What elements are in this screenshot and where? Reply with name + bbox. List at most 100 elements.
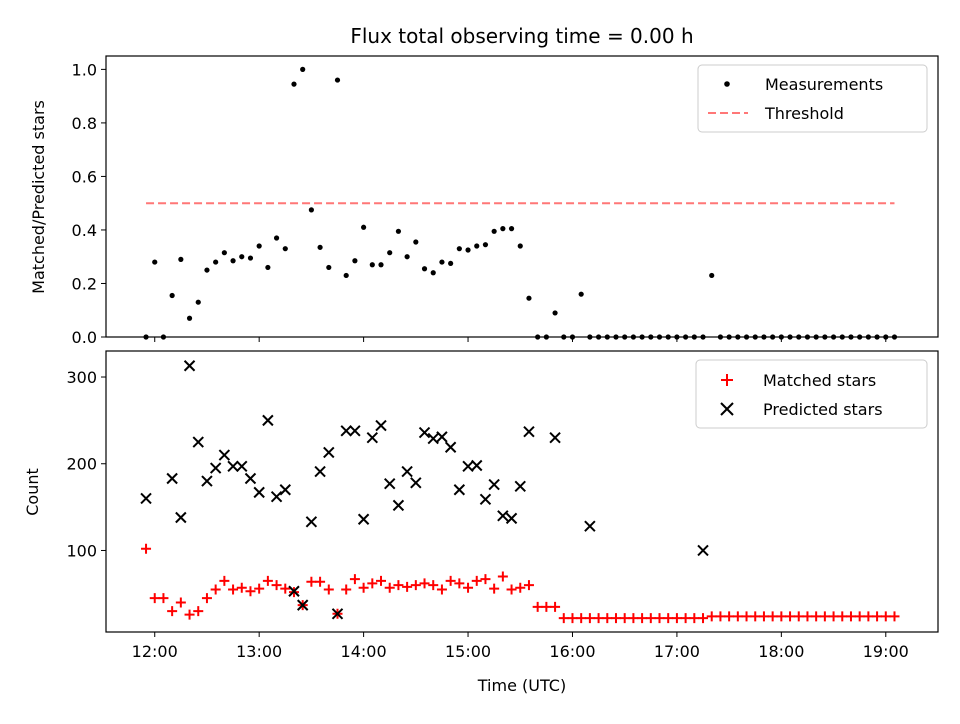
matched-stars-point	[506, 584, 517, 595]
matched-stars-point	[828, 611, 839, 622]
matched-stars-point	[576, 613, 587, 624]
bottom-legend-box	[695, 359, 928, 429]
measurements-point	[265, 264, 271, 271]
measurements-point	[421, 266, 428, 272]
measurements-point	[378, 262, 384, 268]
matched-stars-point	[724, 611, 735, 622]
matched-stars-point	[645, 613, 656, 624]
measurements-point	[160, 334, 167, 340]
predicted-stars-point	[384, 477, 396, 490]
top-y-tick-label: 0.2	[72, 274, 97, 293]
matched-stars-point	[628, 613, 639, 624]
measurements-point	[352, 258, 358, 264]
measurements-point	[665, 334, 671, 340]
matched-stars-point	[550, 601, 561, 612]
measurements-point	[604, 334, 610, 340]
top-y-tick-label: 1.0	[72, 60, 97, 79]
chart-title: Flux total observing time = 0.00 h	[350, 24, 693, 48]
matched-stars-point	[811, 611, 822, 622]
matched-stars-point	[245, 586, 256, 597]
matched-stars-point	[271, 580, 282, 591]
top-y-ticks: 0.0 0.2 0.4 0.6 0.8 1.0	[72, 60, 106, 347]
bottom-legend: Matched stars Predicted stars	[695, 359, 928, 429]
predicted-stars-point	[296, 599, 309, 611]
bottom-y-tick-label: 200	[66, 455, 97, 474]
predicted-stars-point	[175, 511, 187, 524]
predicted-stars-point	[453, 484, 466, 496]
predicted-stars-point	[418, 426, 431, 439]
matched-stars-point	[254, 583, 265, 594]
matched-stars-point	[184, 609, 195, 620]
matched-stars-point	[367, 578, 378, 589]
predicted-stars-point	[288, 585, 300, 597]
matched-stars-point	[750, 611, 761, 622]
measurements-point	[317, 244, 323, 250]
matched-stars-point	[663, 613, 674, 624]
measurements-point	[369, 262, 375, 268]
measurements-point	[735, 334, 741, 340]
predicted-stars-point	[366, 432, 379, 444]
matched-stars-point	[167, 606, 178, 617]
predicted-stars-point	[471, 459, 483, 472]
matched-stars-point	[593, 613, 604, 624]
x-tick-label: 19:00	[863, 642, 909, 661]
predicted-stars-point	[410, 477, 422, 489]
measurements-point	[439, 259, 445, 265]
measurements-point	[639, 334, 645, 340]
matched-stars-point	[158, 593, 169, 604]
matched-stars-point	[210, 584, 221, 595]
x-tick-label: 16:00	[549, 642, 595, 661]
measurements-point	[247, 255, 254, 261]
measurements-point	[508, 226, 515, 232]
measurements-point	[474, 243, 480, 249]
measurements-point	[613, 334, 619, 340]
matched-stars-point	[584, 613, 595, 624]
matched-stars-point	[315, 576, 326, 587]
top-panel: 0.0 0.2 0.4 0.6 0.8 1.0 Matched/Predicted sta…	[29, 55, 939, 347]
matched-stars-point	[175, 597, 186, 608]
matched-stars-point	[410, 580, 421, 591]
bottom-x-ticks: 12:00 13:00 14:00 15:00 16:00 17:00 18:00 19:00	[132, 632, 909, 661]
measurements-point	[213, 259, 219, 265]
matched-stars-point	[671, 613, 682, 624]
top-marks	[143, 66, 898, 340]
measurements-point	[700, 334, 706, 340]
measurements-point	[569, 334, 576, 340]
matched-stars-point	[280, 583, 291, 594]
matched-stars-point	[654, 613, 665, 624]
bottom-y-tick-label: 300	[66, 368, 97, 387]
measurements-point	[857, 334, 863, 340]
x-tick-label: 17:00	[654, 642, 700, 661]
measurements-point	[517, 243, 523, 249]
matched-stars-point	[767, 611, 778, 622]
measurements-point	[813, 334, 819, 340]
top-y-tick-label: 0.6	[72, 167, 97, 186]
predicted-stars-point	[427, 432, 439, 445]
measurements-point	[282, 246, 288, 252]
measurements-point	[891, 334, 898, 340]
matched-stars-point	[706, 611, 717, 622]
predicted-stars-point	[444, 441, 457, 453]
measurements-point	[543, 334, 549, 340]
predicted-stars-point	[357, 513, 370, 525]
measurements-point	[465, 247, 471, 253]
measurements-point	[256, 243, 262, 249]
matched-stars-point	[262, 575, 273, 586]
measurements-point	[456, 246, 462, 252]
measurements-point	[526, 295, 532, 301]
measurements-point	[883, 334, 889, 340]
matched-stars-point	[201, 593, 212, 604]
predicted-stars-point	[392, 499, 405, 512]
measurements-point	[308, 207, 314, 213]
matched-stars-point	[567, 613, 578, 624]
matched-stars-point	[680, 613, 691, 624]
predicted-stars-point	[523, 425, 535, 438]
matched-stars-point	[610, 613, 621, 624]
measurements-point	[404, 254, 410, 260]
predicted-stars-point	[514, 480, 526, 493]
measurements-point	[482, 242, 489, 248]
measurements-point	[430, 270, 436, 276]
legend-measurements-label: Measurements	[765, 75, 883, 94]
measurements-point	[683, 334, 689, 340]
